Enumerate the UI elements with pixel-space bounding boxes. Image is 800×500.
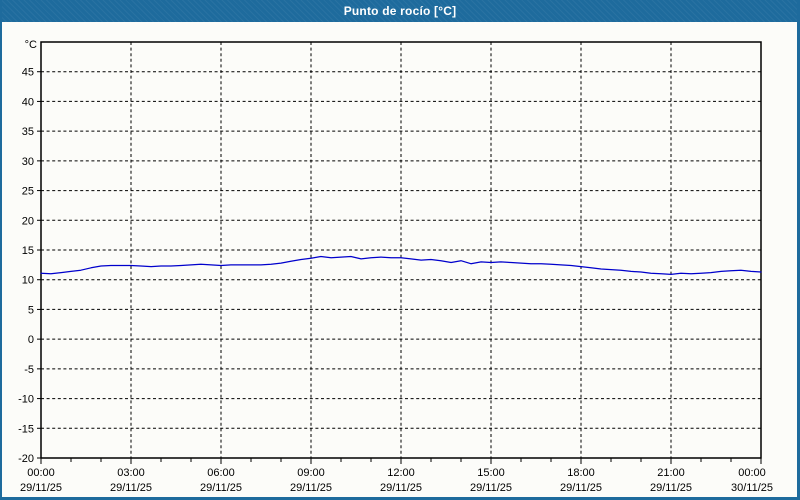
axis-tick-label: 15 (22, 245, 34, 257)
axis-tick-label: 06:00 (207, 467, 235, 479)
axis-tick-label: 09:00 (297, 467, 325, 479)
axis-tick-label: 29/11/25 (650, 482, 692, 494)
axis-tick-label: 30/11/25 (731, 482, 773, 494)
axis-tick-label: 10 (22, 275, 34, 287)
axis-tick-label: 29/11/25 (200, 482, 242, 494)
chart-titlebar: Punto de rocío [°C] (0, 0, 800, 22)
axis-tick-label: 35 (22, 126, 34, 138)
axis-tick-label: -5 (24, 364, 34, 376)
axis-tick-label: 25 (22, 186, 34, 198)
axis-tick-label: 5 (28, 304, 34, 316)
chart-title: Punto de rocío [°C] (343, 4, 457, 18)
axis-tick-label: 29/11/25 (470, 482, 512, 494)
axis-tick-label: 12:00 (387, 467, 415, 479)
axis-tick-label: -10 (18, 394, 34, 406)
dew-point-series-line (40, 255, 762, 276)
axis-tick-label: 03:00 (117, 467, 145, 479)
axis-tick-label: 29/11/25 (560, 482, 602, 494)
axis-tick-label: 29/11/25 (290, 482, 332, 494)
axis-tick-label: 20 (22, 215, 34, 227)
axis-tick-label: °C (25, 39, 37, 51)
axis-tick-label: 29/11/25 (110, 482, 152, 494)
axis-tick-label: 0 (28, 334, 34, 346)
axis-tick-label: 21:00 (657, 467, 685, 479)
axis-tick-label: 29/11/25 (380, 482, 422, 494)
axis-tick-label: 00:00 (27, 467, 55, 479)
axis-tick-label: 30 (22, 156, 34, 168)
axis-tick-label: 15:00 (477, 467, 505, 479)
axis-tick-label: 40 (22, 96, 34, 108)
axis-tick-label: 45 (22, 67, 34, 79)
axis-tick-label: 29/11/25 (20, 482, 62, 494)
axis-tick-label: -20 (18, 453, 34, 465)
axis-tick-label: -15 (18, 423, 34, 435)
axis-tick-label: 18:00 (567, 467, 595, 479)
axis-tick-label: 00:00 (738, 467, 766, 479)
